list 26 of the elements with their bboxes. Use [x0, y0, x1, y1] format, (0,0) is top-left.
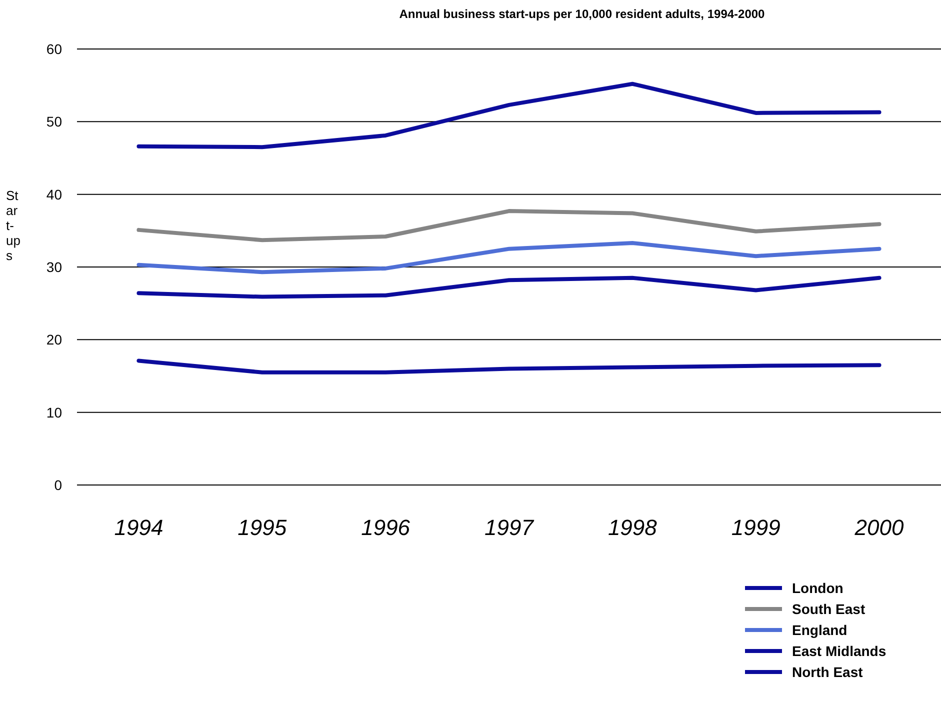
- x-tick-label: 1994: [114, 515, 164, 540]
- x-tick-label: 1998: [608, 515, 658, 540]
- chart-title: Annual business start-ups per 10,000 resident adults, 1994-2000: [399, 7, 766, 21]
- line-series: [136, 358, 882, 374]
- line-series: [136, 241, 882, 274]
- line-series: [136, 276, 882, 299]
- x-tick-label: 1997: [484, 515, 534, 540]
- y-axis-title: Start-ups: [6, 188, 20, 263]
- x-tick-label: 1996: [361, 515, 411, 540]
- legend-label: North East: [792, 664, 864, 680]
- legend-label: London: [792, 580, 844, 596]
- y-tick-label: 50: [46, 114, 62, 130]
- legend-label: England: [792, 622, 848, 638]
- legend-label: South East: [792, 601, 866, 617]
- y-tick-label: 60: [46, 41, 62, 57]
- y-tick-label: 30: [46, 259, 62, 275]
- y-tick-label: 0: [54, 477, 62, 493]
- y-tick-label: 10: [46, 404, 62, 420]
- legend-label: East Midlands: [792, 643, 886, 659]
- x-tick-label: 1999: [731, 515, 780, 540]
- x-tick-label: 2000: [854, 515, 905, 540]
- y-tick-label: 40: [46, 186, 62, 202]
- line-series: [136, 209, 882, 242]
- y-tick-label: 20: [46, 332, 62, 348]
- x-tick-label: 1995: [238, 515, 288, 540]
- line-series: [136, 82, 882, 150]
